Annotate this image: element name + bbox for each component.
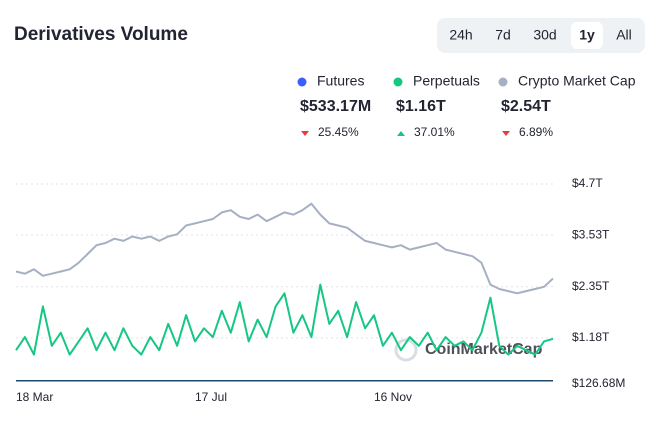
x-tick-label: 17 Jul: [195, 390, 227, 404]
legend-dot: [393, 77, 403, 87]
range-tab[interactable]: 24h: [449, 27, 472, 43]
range-tab[interactable]: 30d: [533, 27, 556, 43]
change-arrow: [502, 131, 510, 136]
range-tab[interactable]: All: [616, 27, 632, 43]
y-tick-label: $4.7T: [572, 176, 603, 190]
y-tick-label: $1.18T: [572, 330, 610, 344]
range-tab[interactable]: 7d: [495, 27, 511, 43]
range-tab-selected[interactable]: [571, 22, 603, 49]
y-tick-label: $3.53T: [572, 227, 610, 241]
legend-dot: [297, 77, 307, 87]
y-tick-label: $126.68M: [572, 376, 625, 390]
legend-value: $533.17M: [300, 98, 371, 115]
series-line: [15, 202, 554, 295]
x-tick-label: 16 Nov: [374, 390, 412, 404]
change-value: 6.89%: [519, 125, 553, 139]
legend-value: $1.16T: [396, 98, 446, 115]
legend-value: $2.54T: [501, 98, 551, 115]
x-tick-label: 18 Mar: [16, 390, 53, 404]
legend-label: Crypto Market Cap: [518, 73, 636, 89]
change-value: 37.01%: [414, 125, 455, 139]
change-value: 25.45%: [318, 125, 359, 139]
change-arrow: [397, 131, 405, 136]
legend-dot: [498, 77, 508, 87]
watermark-logo: [394, 338, 418, 362]
change-arrow: [301, 131, 309, 136]
range-tab[interactable]: 1y: [579, 27, 595, 43]
chart-title: Derivatives Volume: [14, 24, 188, 45]
legend-label: Futures: [317, 73, 364, 89]
y-tick-label: $2.35T: [572, 279, 610, 293]
series-line: [15, 283, 554, 356]
legend-label: Perpetuals: [413, 73, 480, 89]
